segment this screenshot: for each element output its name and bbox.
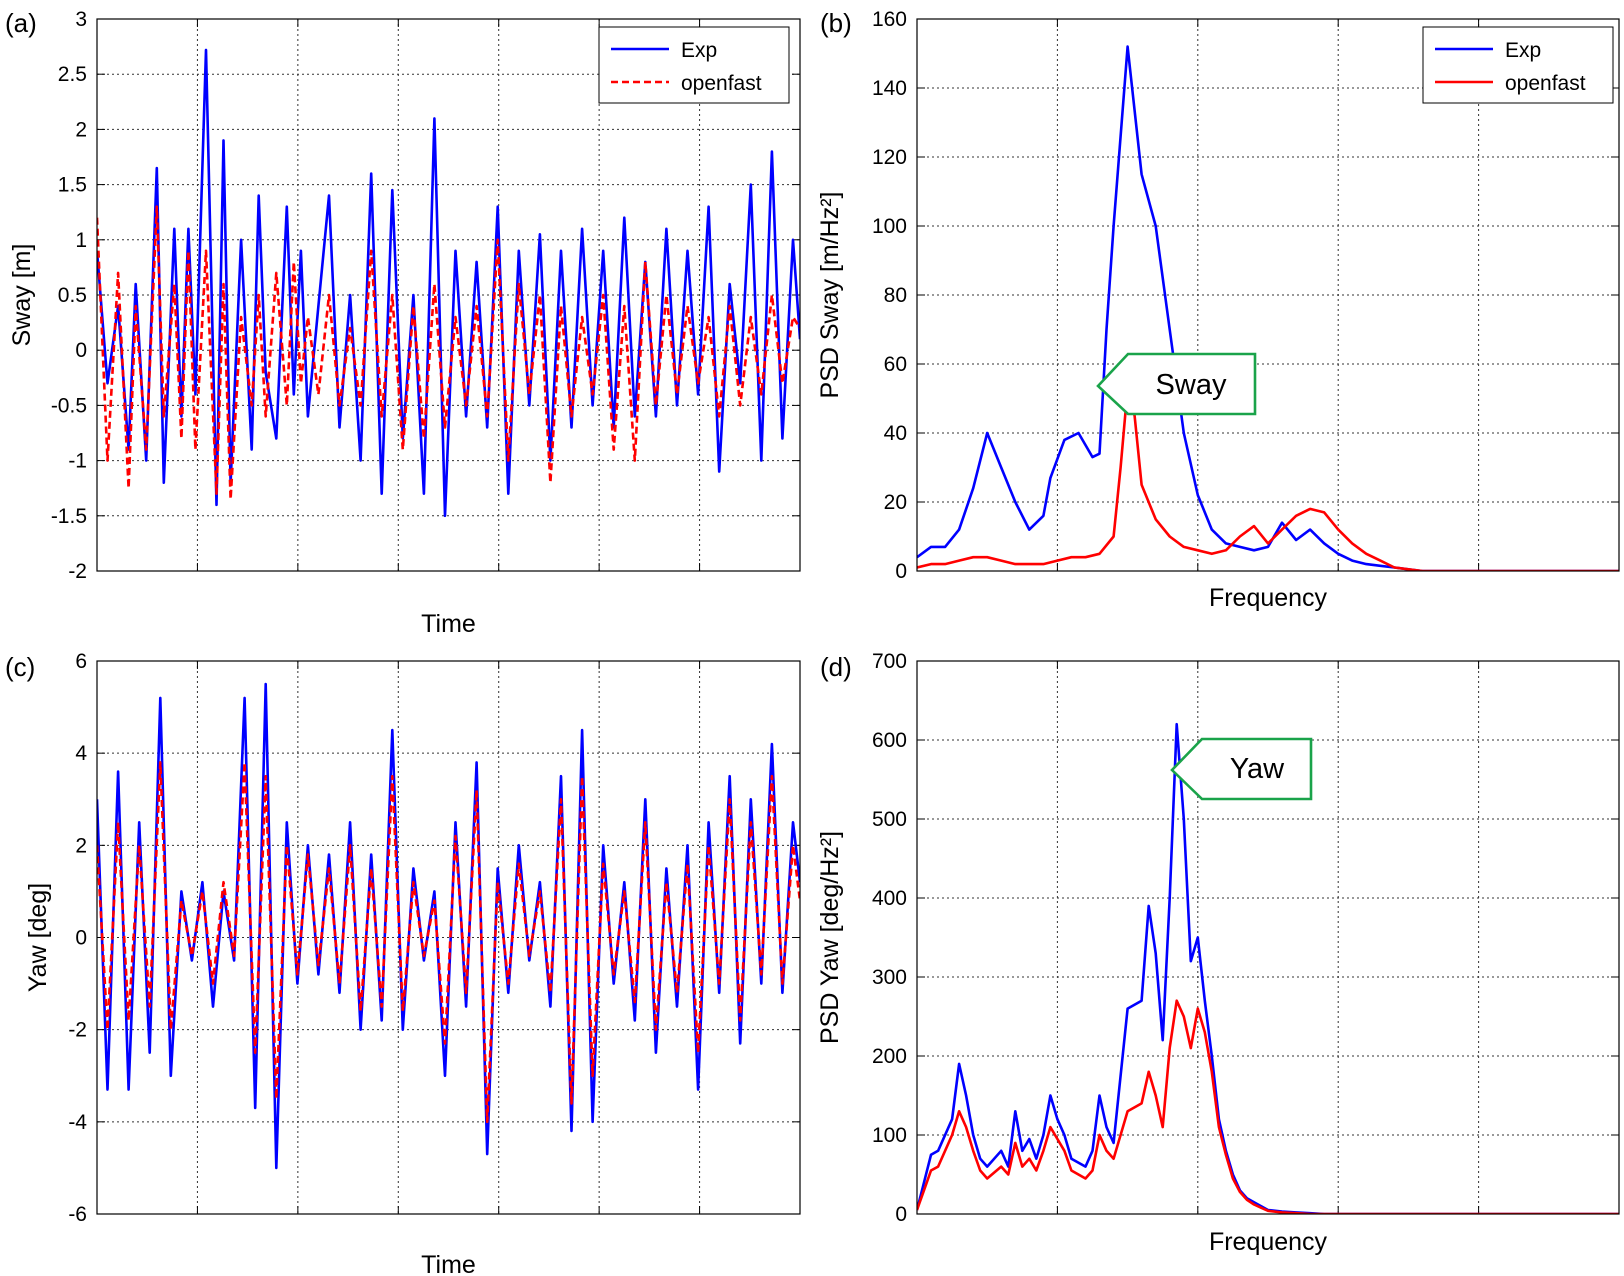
callout-arrow-shape	[1170, 737, 1313, 801]
y-tick-label: -6	[68, 1203, 87, 1226]
y-tick-label: 700	[872, 650, 907, 673]
x-axis-label: Time	[421, 610, 476, 638]
axes-frame	[916, 18, 1620, 572]
axes-frame	[916, 660, 1620, 1215]
y-tick-label: 2	[75, 118, 87, 141]
series-line-openfast	[917, 386, 1619, 571]
legend-label-openfast: openfast	[681, 72, 762, 95]
y-tick-label: 300	[872, 966, 907, 989]
chart-panel-b: 0 20 40 60 80 100 120 140 160 Frequency PSD Sway […	[816, 8, 1620, 612]
legend-box	[598, 26, 790, 104]
y-tick-label: -1.5	[51, 505, 87, 528]
callout-label: Yaw	[1230, 753, 1285, 785]
y-tick-label: -0.5	[51, 394, 87, 417]
y-tick-label: -4	[68, 1111, 87, 1134]
legend-label-exp: Exp	[681, 39, 717, 62]
annotation-callout: Yaw	[1170, 737, 1313, 801]
y-tick-label: 80	[884, 284, 907, 307]
legend: Exp openfast	[598, 26, 790, 104]
series-line-exp	[917, 45, 1619, 571]
annotation-callout: Sway	[1096, 352, 1257, 416]
series-line-openfast	[917, 999, 1619, 1214]
y-tick-label: 160	[872, 8, 907, 31]
y-tick-label: 600	[872, 729, 907, 752]
y-tick-label: 20	[884, 491, 907, 514]
y-tick-label: 1.5	[58, 174, 87, 197]
y-tick-label: -2	[68, 560, 87, 583]
y-tick-label: 200	[872, 1045, 907, 1068]
y-tick-label: 120	[872, 146, 907, 169]
y-axis-label: Yaw [deg]	[24, 883, 52, 992]
panel-label: (b)	[820, 8, 852, 38]
panel-label: (c)	[5, 652, 35, 682]
y-tick-label: 100	[872, 215, 907, 238]
y-tick-label: 60	[884, 353, 907, 376]
y-tick-label: 0	[895, 1203, 907, 1226]
series-line-exp	[97, 682, 800, 1170]
y-tick-label: 40	[884, 422, 907, 445]
legend-label-exp: Exp	[1505, 39, 1541, 62]
callout-arrow-shape	[1096, 352, 1257, 416]
series-line-openfast	[97, 205, 800, 501]
legend-label-openfast: openfast	[1505, 72, 1586, 95]
y-tick-label: 140	[872, 77, 907, 100]
y-tick-label: 3	[75, 8, 87, 31]
y-tick-label: 0	[75, 339, 87, 362]
legend-box	[1422, 26, 1614, 104]
chart-panel-d: 0 100 200 300 400 500 600 700 Frequency PSD Yaw […	[816, 650, 1620, 1256]
legend: Exp openfast	[1422, 26, 1614, 104]
chart-panel-c: -6 -4 -2 0 2 4 6 Time Yaw [deg] (c)	[5, 650, 801, 1276]
x-axis-label: Time	[421, 1251, 476, 1276]
chart-panel-a: -2 -1.5 -1 -0.5 0 0.5 1 1.5 2 2.5 3 Time Sway [m] (a)…	[5, 8, 801, 638]
y-axis-label: PSD Yaw [deg/Hz²]	[816, 831, 844, 1044]
panel-label: (d)	[820, 652, 852, 682]
y-tick-label: 4	[75, 742, 87, 765]
y-tick-label: 1	[75, 229, 87, 252]
y-tick-label: 0.5	[58, 284, 87, 307]
x-axis-label: Frequency	[1209, 1228, 1328, 1256]
y-tick-label: 2	[75, 834, 87, 857]
panel-label: (a)	[5, 8, 37, 38]
y-tick-label: 6	[75, 650, 87, 673]
y-tick-label: 2.5	[58, 63, 87, 86]
y-tick-label: 500	[872, 808, 907, 831]
callout-label: Sway	[1156, 369, 1227, 401]
y-axis-label: PSD Sway [m/Hz²]	[816, 192, 844, 399]
y-tick-label: -1	[68, 450, 87, 473]
axes-frame	[96, 660, 801, 1215]
y-axis-label: Sway [m]	[8, 244, 36, 347]
y-tick-label: 400	[872, 887, 907, 910]
y-tick-label: 0	[895, 560, 907, 583]
y-tick-label: 0	[75, 927, 87, 950]
y-tick-label: 100	[872, 1124, 907, 1147]
y-tick-label: -2	[68, 1019, 87, 1042]
axes-frame	[96, 18, 801, 572]
x-axis-label: Frequency	[1209, 584, 1328, 612]
